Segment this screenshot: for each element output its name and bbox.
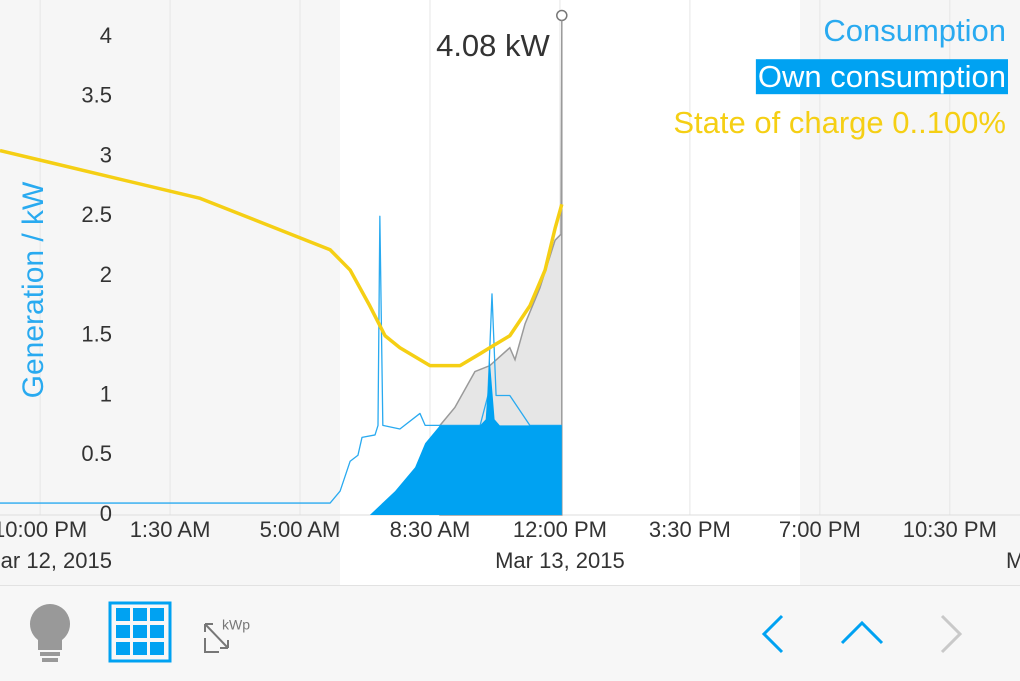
y-axis-label: Generation / kW <box>17 181 50 398</box>
area <box>369 359 562 515</box>
legend-label: State of charge 0..100% <box>673 105 1006 140</box>
y-tick-label: 1 <box>100 381 112 406</box>
kwp-button[interactable]: kWp <box>204 617 250 653</box>
x-tick-label: 10:30 PM <box>903 517 997 542</box>
plot-area <box>0 9 568 516</box>
legend-highlight <box>755 59 1008 95</box>
x-tick-label: 12:00 PM <box>513 517 607 542</box>
line <box>0 148 564 368</box>
y-tick-label: 1.5 <box>81 322 112 347</box>
legend-label: Own consumption <box>758 59 1006 94</box>
date-label: Mar 13, 2015 <box>495 548 625 573</box>
y-tick-label: 0.5 <box>81 441 112 466</box>
x-tick-label: 7:00 PM <box>779 517 861 542</box>
y-tick-label: 4 <box>100 23 112 48</box>
x-tick-label: 3:30 PM <box>649 517 731 542</box>
x-tick-label: 5:00 AM <box>260 517 341 542</box>
y-tick-label: 3.5 <box>81 83 112 108</box>
chart: 10:00 PM 1:30 AM 5:00 AM 8:30 AM 12:00 PM 3:3… <box>0 0 1020 585</box>
x-tick-label: 8:30 AM <box>390 517 471 542</box>
panel-button[interactable] <box>108 601 172 663</box>
night-shade <box>800 0 1020 585</box>
date-label: Mar 14, 2015 <box>1006 548 1020 573</box>
next-button[interactable] <box>940 614 963 654</box>
bulb-button[interactable] <box>30 604 71 662</box>
line <box>0 215 562 504</box>
toolbar: kWp <box>0 585 1020 681</box>
previous-button[interactable] <box>761 614 784 654</box>
x-tick-label: 10:00 PM <box>0 517 87 542</box>
x-tick-label: 1:30 AM <box>130 517 211 542</box>
date-label: Mar 12, 2015 <box>0 548 112 573</box>
up-button[interactable] <box>840 620 884 645</box>
peak-label: 4.08 kW <box>436 28 550 63</box>
y-tick-label: 2 <box>100 262 112 287</box>
kwp-label: kWp <box>222 617 250 633</box>
legend-label: Consumption <box>823 13 1006 48</box>
y-tick-label: 2.5 <box>81 202 112 227</box>
y-tick-label: 0 <box>100 501 112 526</box>
y-tick-label: 3 <box>100 142 112 167</box>
peak-marker <box>556 9 568 22</box>
toolbar-icons: kWp <box>30 601 963 663</box>
labels: 10:00 PM 1:30 AM 5:00 AM 8:30 AM 12:00 PM 3:3… <box>0 13 1020 573</box>
